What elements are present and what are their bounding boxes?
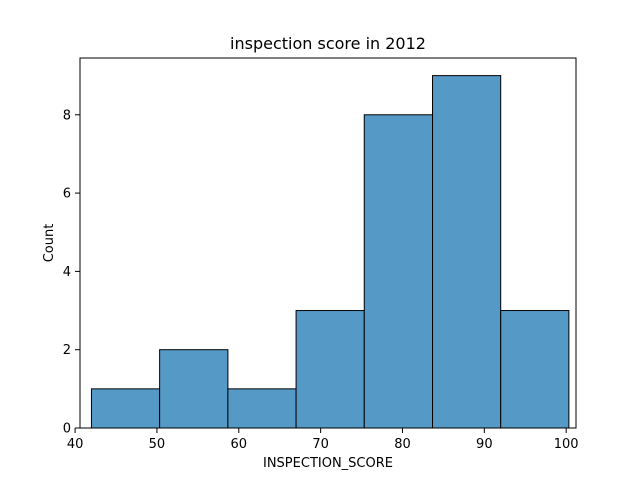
x-tick-label: 40 (67, 437, 84, 452)
x-tick-label: 100 (554, 437, 579, 452)
y-tick-label: 0 (63, 422, 71, 437)
histogram-bar (500, 310, 570, 429)
x-tick-label: 50 (149, 437, 166, 452)
histogram-bar (227, 388, 297, 429)
x-tick-label: 70 (312, 437, 329, 452)
y-tick-label: 4 (63, 265, 71, 280)
bars-layer (90, 75, 570, 429)
histogram-bar (90, 388, 161, 429)
plot-frame (79, 57, 577, 429)
y-axis-title: Count (42, 224, 57, 263)
x-tick-label: 60 (231, 437, 248, 452)
histogram-bar (432, 75, 502, 429)
x-axis: 40 50 60 70 80 90 100 (67, 428, 579, 452)
y-tick-label: 8 (63, 108, 71, 123)
histogram-bar (159, 349, 229, 429)
x-tick-label: 90 (476, 437, 493, 452)
y-axis: 0 2 4 6 8 (63, 108, 80, 437)
y-tick-label: 6 (63, 187, 71, 202)
y-tick-label: 2 (63, 343, 71, 358)
histogram-bar (363, 114, 434, 429)
x-axis-title: INSPECTION_SCORE (263, 456, 393, 471)
x-tick-label: 80 (394, 437, 411, 452)
chart-title: inspection score in 2012 (230, 34, 426, 53)
histogram-bar (295, 310, 365, 429)
